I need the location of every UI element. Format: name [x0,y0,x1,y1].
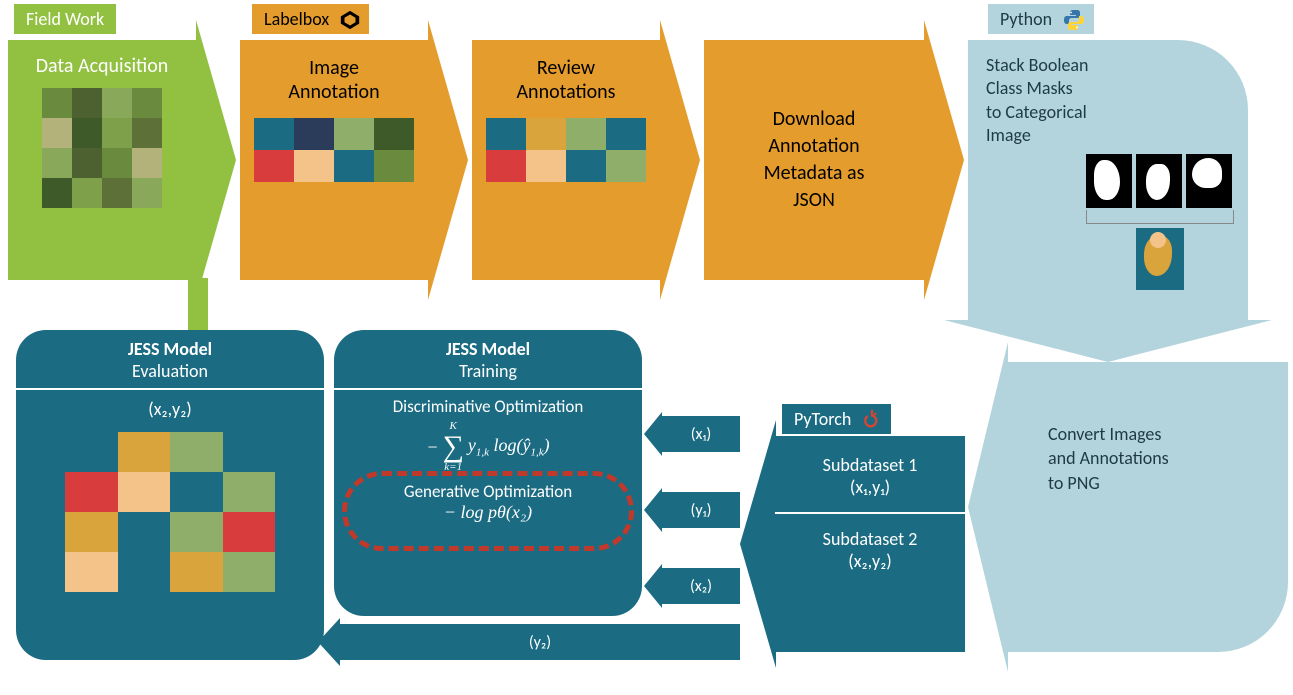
jess-eval-block: JESS Model Evaluation (x₂,y₂) [16,330,324,660]
review-annotations-block: Review Annotations [472,40,700,280]
field-work-tag: Field Work [14,4,116,34]
review-annotations-title-l1: Review [516,56,615,80]
python-icon [1062,8,1086,32]
pytorch-tag: PyTorch [782,404,891,434]
download-json-block: Download Annotation Metadata as JSON [704,40,964,280]
python-label: Python [1000,8,1052,30]
convert-png-block: Convert Images and Annotations to PNG [968,362,1288,682]
image-annotation-title-l1: Image [288,56,379,80]
discriminative-formula: − K ∑ k=1 y1,k log(ŷ1,k) [334,421,642,473]
arrow-head-icon [660,20,700,300]
annot-mosaic-img [254,118,414,182]
arrow-y2-label: (y₂) [529,633,551,652]
green-stem [188,278,208,330]
mask-panels [1086,154,1234,208]
jess-training-block: JESS Model Training Discriminative Optim… [334,330,642,616]
convert-l2: and Annotations [1048,446,1270,470]
red-dashed-highlight [342,471,634,551]
jess-eval-subtitle: Evaluation [16,360,324,382]
pytorch-icon [861,409,883,431]
stack-masks-block: Stack Boolean Class Masks to Categorical… [968,40,1288,350]
sd2-vars: (x₂,y₂) [775,550,965,572]
sd1-title: Subdataset 1 [775,454,965,476]
data-acquisition-block: Data Acquisition [8,40,236,280]
discriminative-label: Discriminative Optimization [334,396,642,417]
arrow-y1: (y₁) [644,492,740,528]
arrow-head-icon [924,20,964,300]
download-json-l2: Annotation [764,133,865,160]
python-tag: Python [988,4,1094,34]
arrow-head-left-icon [740,420,776,668]
labelbox-icon [339,9,361,31]
pytorch-label: PyTorch [794,408,851,430]
subdatasets-block: Subdataset 1 (x₁,y₁) Subdataset 2 (x₂,y₂… [740,436,965,652]
download-json-l1: Download [764,106,865,133]
download-json-l4: JSON [764,187,865,214]
categorical-image [1136,228,1184,290]
arrow-head-icon [196,20,236,300]
jess-training-title: JESS Model [334,338,642,360]
arrow-head-left-icon [968,342,1008,672]
arrow-x2-label: (x₂) [690,577,712,596]
stack-masks-l4: Image [986,124,1234,147]
stack-masks-l3: to Categorical [986,101,1234,124]
jess-eval-vars: (x₂,y₂) [16,398,324,420]
field-work-label: Field Work [26,8,104,30]
sd2-title: Subdataset 2 [775,528,965,550]
sd1-vars: (x₁,y₁) [775,476,965,498]
jess-eval-title: JESS Model [16,338,324,360]
download-json-l3: Metadata as [764,160,865,187]
arrow-x2: (x₂) [644,568,740,604]
stack-masks-l2: Class Masks [986,77,1234,100]
stack-masks-l1: Stack Boolean [986,54,1234,77]
image-annotation-title-l2: Annotation [288,80,379,104]
arrow-y2: (y₂) [318,624,740,660]
mask-merge-connector [1086,210,1234,224]
eval-mosaic [65,432,275,592]
review-annotations-title-l2: Annotations [516,80,615,104]
arrow-y1-label: (y₁) [691,501,712,520]
jess-training-subtitle: Training [334,360,642,382]
labelbox-label: Labelbox [264,8,329,30]
annot-mosaic-clr [486,118,646,182]
convert-l3: to PNG [1048,471,1270,495]
data-acquisition-title: Data Acquisition [36,54,169,78]
image-annotation-block: Image Annotation [240,40,468,280]
arrow-x1-label: (x₁) [691,425,712,444]
arrow-x1: (x₁) [644,416,740,452]
labelbox-tag: Labelbox [252,4,369,34]
convert-l1: Convert Images [1048,422,1270,446]
arrow-head-icon [428,20,468,300]
field-mosaic [42,88,162,208]
